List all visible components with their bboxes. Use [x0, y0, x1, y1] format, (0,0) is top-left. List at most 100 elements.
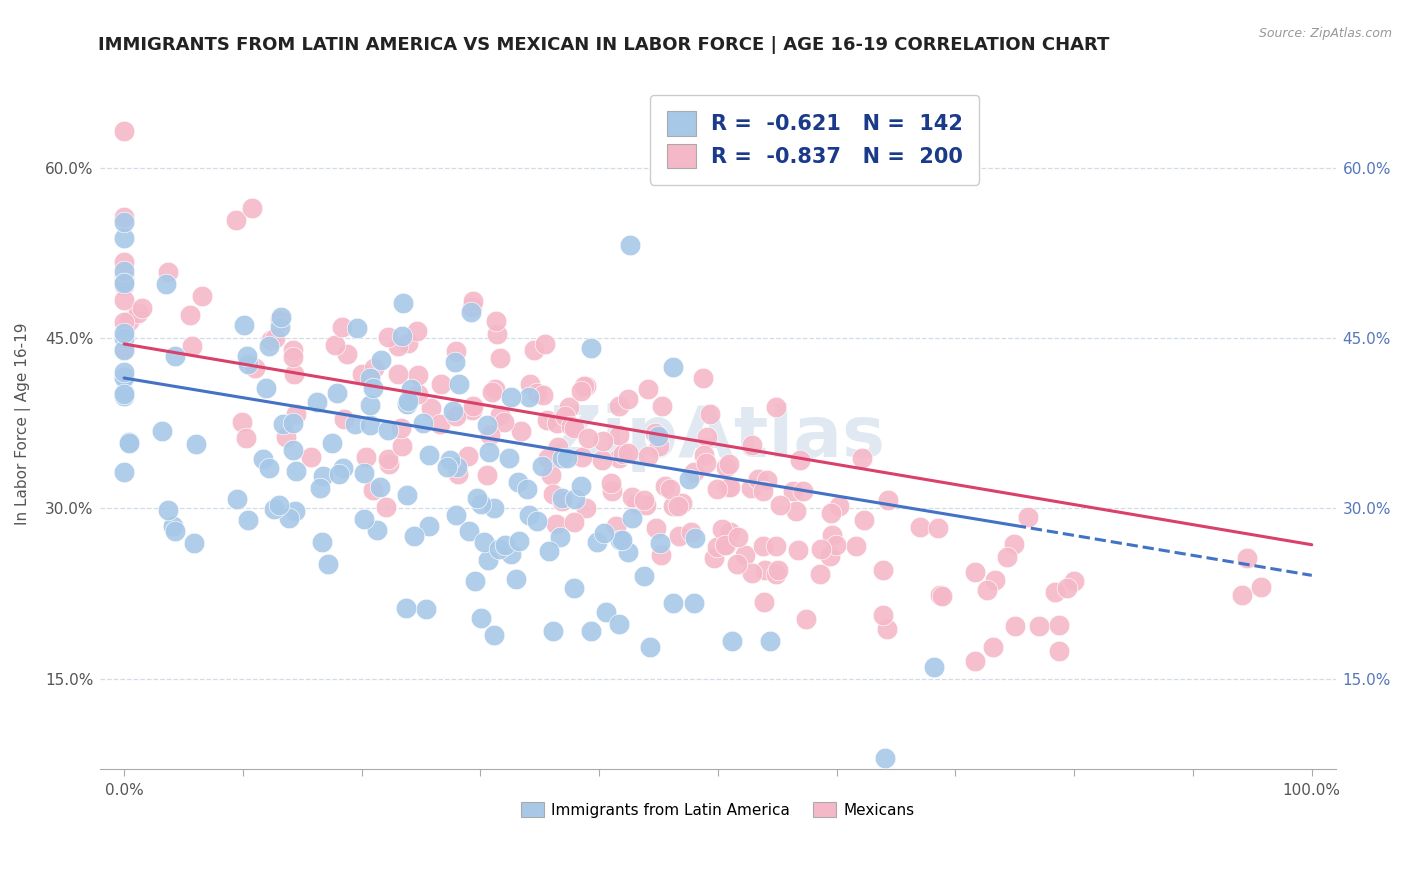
Point	[963, 565, 986, 579]
Point	[575, 378, 598, 392]
Point	[551, 451, 574, 466]
Point	[607, 451, 630, 466]
Point	[595, 605, 617, 619]
Point	[444, 409, 467, 423]
Point	[557, 400, 579, 414]
Text: ZipAtlas: ZipAtlas	[550, 402, 886, 472]
Point	[546, 517, 568, 532]
Point	[387, 339, 409, 353]
Point	[186, 436, 208, 450]
Point	[995, 549, 1018, 564]
Point	[586, 535, 609, 549]
Point	[571, 450, 593, 465]
Point	[662, 595, 685, 609]
Point	[516, 482, 538, 496]
Point	[647, 429, 669, 443]
Point	[485, 314, 508, 328]
Point	[464, 574, 486, 588]
Point	[562, 515, 585, 529]
Point	[683, 465, 706, 479]
Point	[489, 408, 512, 422]
Point	[485, 327, 508, 342]
Point	[927, 520, 949, 534]
Point	[984, 573, 1007, 587]
Point	[406, 368, 429, 382]
Point	[644, 425, 666, 440]
Point	[353, 466, 375, 480]
Point	[876, 622, 898, 636]
Point	[395, 397, 418, 411]
Y-axis label: In Labor Force | Age 16-19: In Labor Force | Age 16-19	[15, 322, 31, 524]
Point	[328, 467, 350, 481]
Point	[458, 524, 481, 539]
Point	[461, 403, 484, 417]
Point	[283, 343, 305, 357]
Point	[541, 487, 564, 501]
Point	[489, 351, 512, 366]
Point	[872, 608, 894, 623]
Point	[636, 498, 658, 512]
Point	[488, 542, 510, 557]
Point	[346, 321, 368, 335]
Point	[661, 359, 683, 374]
Point	[508, 475, 530, 489]
Point	[617, 392, 640, 407]
Point	[332, 461, 354, 475]
Point	[1250, 580, 1272, 594]
Point	[659, 482, 682, 496]
Point	[263, 501, 285, 516]
Point	[179, 308, 201, 322]
Point	[648, 536, 671, 550]
Point	[537, 451, 560, 466]
Point	[752, 539, 775, 553]
Point	[436, 460, 458, 475]
Point	[259, 461, 281, 475]
Point	[226, 491, 249, 506]
Point	[616, 545, 638, 559]
Point	[554, 409, 576, 424]
Point	[853, 513, 876, 527]
Point	[299, 450, 322, 465]
Point	[1063, 574, 1085, 589]
Point	[1047, 618, 1070, 632]
Point	[547, 440, 569, 454]
Point	[668, 529, 690, 543]
Point	[269, 313, 291, 327]
Point	[269, 320, 291, 334]
Point	[112, 331, 135, 345]
Point	[235, 431, 257, 445]
Point	[370, 353, 392, 368]
Point	[536, 413, 558, 427]
Point	[112, 326, 135, 341]
Point	[976, 583, 998, 598]
Point	[824, 538, 846, 552]
Point	[1002, 537, 1025, 551]
Point	[447, 467, 470, 482]
Point	[717, 480, 740, 494]
Point	[600, 483, 623, 498]
Point	[165, 524, 187, 538]
Point	[526, 514, 548, 528]
Point	[439, 453, 461, 467]
Point	[481, 385, 503, 400]
Point	[560, 419, 582, 434]
Point	[645, 521, 668, 535]
Point	[356, 450, 378, 465]
Point	[482, 628, 505, 642]
Point	[671, 496, 693, 510]
Point	[112, 210, 135, 224]
Point	[429, 417, 451, 431]
Point	[240, 201, 263, 215]
Point	[243, 361, 266, 376]
Point	[579, 624, 602, 638]
Point	[112, 270, 135, 285]
Point	[475, 468, 498, 483]
Point	[368, 480, 391, 494]
Point	[519, 376, 541, 391]
Point	[375, 500, 398, 515]
Point	[352, 368, 374, 382]
Point	[361, 483, 384, 497]
Point	[391, 329, 413, 343]
Point	[359, 371, 381, 385]
Point	[472, 535, 495, 549]
